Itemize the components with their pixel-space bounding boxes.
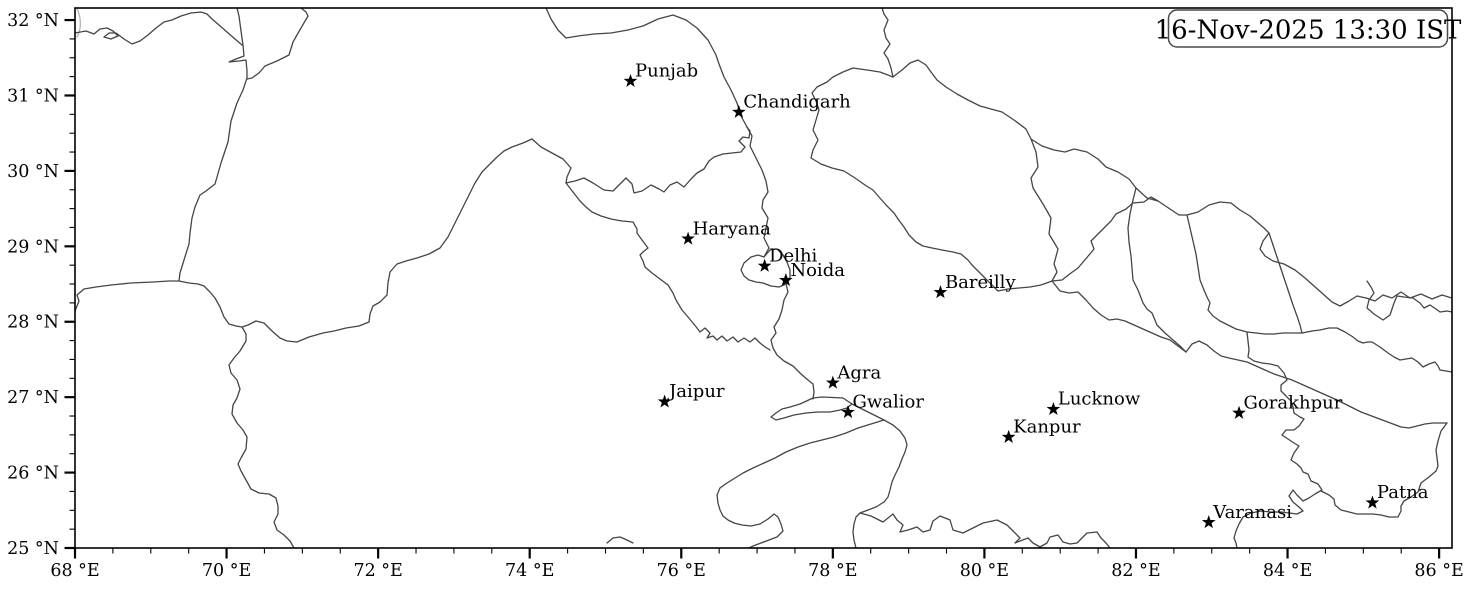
boundary-line (716, 403, 885, 548)
y-tick-label: 30 °N (7, 162, 59, 182)
x-tick-label: 70 °E (202, 561, 251, 581)
city-label: Varanasi (1212, 502, 1292, 523)
city-star-marker (1001, 429, 1016, 443)
city-star-marker (657, 394, 672, 408)
y-tick-label: 26 °N (7, 464, 59, 484)
boundary-line (246, 8, 309, 80)
boundary-line (810, 67, 1053, 292)
boundary-line (1051, 196, 1159, 282)
boundary-line-light (76, 8, 82, 38)
city-star-marker (1365, 495, 1380, 509)
x-tick-label: 82 °E (1111, 561, 1160, 581)
x-tick-label: 68 °E (50, 561, 99, 581)
boundary-line (892, 59, 1452, 307)
boundary-line (852, 419, 908, 548)
timestamp-box-border (1167, 9, 1449, 48)
boundary-line (531, 126, 751, 194)
boundary-line (241, 138, 533, 343)
timestamp-text: 16-Nov-2025 13:30 IST (1155, 16, 1462, 46)
boundary-line (1246, 327, 1452, 373)
city-star-marker (825, 375, 840, 389)
x-axis: 68 °E 70 °E 72 °E 74 °E 76 °E 78 °E 80 °E 82 °E… (50, 548, 1464, 581)
boundary-line (1233, 331, 1323, 548)
x-tick-label: 76 °E (657, 561, 706, 581)
boundary-line (1366, 280, 1452, 321)
city-star-marker (933, 285, 948, 299)
boundary-line (770, 396, 853, 421)
boundary-line (75, 11, 243, 46)
boundary-line (881, 8, 894, 78)
x-tick-label: 74 °E (505, 561, 554, 581)
city-star-marker (841, 405, 855, 419)
city-label: Bareilly (945, 272, 1016, 293)
boundary-line (1030, 138, 1059, 282)
city-label: Agra (836, 362, 881, 383)
city-star-marker (757, 258, 772, 272)
city-label: Haryana (693, 218, 772, 239)
boundary-line (606, 536, 634, 544)
boundary-line (545, 8, 748, 128)
city-label: Chandigarh (743, 92, 851, 113)
boundary-line (1268, 232, 1303, 334)
timestamp-box: 16-Nov-2025 13:30 IST (1155, 9, 1462, 48)
city-label: Jaipur (667, 381, 725, 402)
city-label: Kanpur (1013, 417, 1081, 438)
y-tick-label: 25 °N (7, 539, 59, 559)
city-star-marker (732, 104, 746, 118)
city-label: Lucknow (1058, 389, 1141, 410)
plot-frame (74, 7, 1453, 549)
boundary-line (1186, 214, 1248, 333)
city-star-marker (1046, 402, 1061, 416)
x-tick-label: 80 °E (960, 561, 1009, 581)
x-tick-label: 86 °E (1414, 561, 1463, 581)
boundary-line (75, 280, 180, 312)
boundary-line (740, 248, 791, 288)
boundary-line (178, 8, 295, 548)
y-tick-label: 27 °N (7, 388, 59, 408)
y-axis: 25 °N 26 °N 27 °N 28 °N 29 °N 30 °N 31 °N 32 °N (7, 11, 75, 559)
city-star-marker (1232, 405, 1246, 419)
city-label: Patna (1377, 482, 1429, 503)
city-star-marker (681, 231, 695, 245)
city-label: Noida (790, 260, 845, 281)
x-tick-label: 78 °E (808, 561, 857, 581)
boundary-line (859, 512, 1111, 548)
boundary-line (1051, 280, 1448, 429)
city-star-marker (623, 73, 638, 87)
x-tick-label: 84 °E (1263, 561, 1312, 581)
y-tick-label: 31 °N (7, 86, 59, 106)
boundary-line (1320, 422, 1448, 518)
city-star-marker (779, 273, 793, 287)
city-label: Delhi (769, 245, 817, 266)
city-label: Punjab (635, 61, 698, 82)
y-tick-label: 32 °N (7, 11, 59, 31)
city-label: Gorakhpur (1244, 393, 1343, 414)
y-tick-label: 28 °N (7, 313, 59, 333)
boundary-line (746, 126, 770, 258)
boundary-line (770, 283, 815, 400)
boundary-line (1127, 187, 1187, 353)
y-tick-label: 29 °N (7, 237, 59, 257)
x-tick-label: 72 °E (353, 561, 402, 581)
city-label: Gwalior (852, 392, 924, 413)
state-boundaries (75, 8, 1452, 548)
city-star-marker (1201, 515, 1216, 529)
boundary-line (565, 182, 771, 351)
